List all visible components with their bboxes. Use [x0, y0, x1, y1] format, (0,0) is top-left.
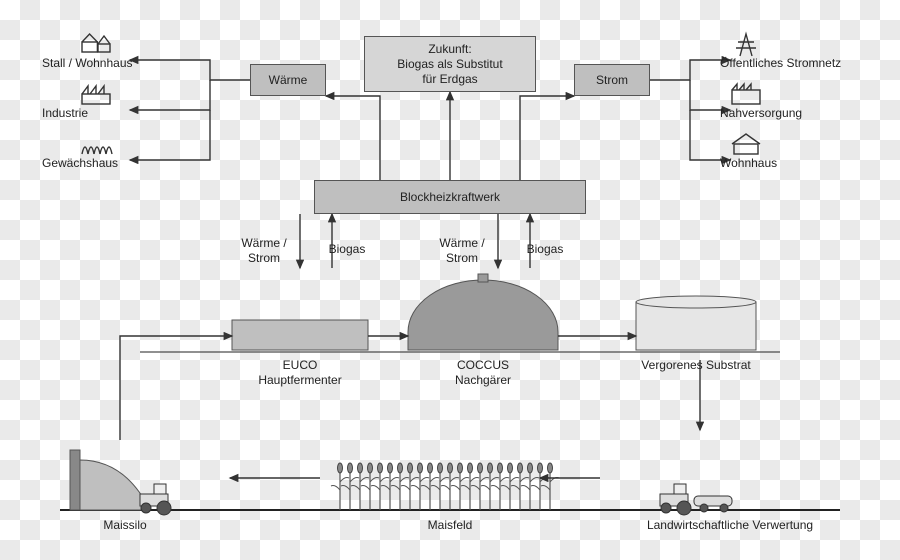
maisfeld-label: Maisfeld	[340, 518, 560, 533]
consumer-gewaechs-label: Gewächshaus	[42, 156, 172, 171]
maissilo-label: Maissilo	[70, 518, 180, 533]
strom-box: Strom	[574, 64, 650, 96]
zukunft-box: Zukunft: Biogas als Substitut für Erdgas	[364, 36, 536, 92]
bhkw-box: Blockheizkraftwerk	[314, 180, 586, 214]
consumer-stall-label: Stall / Wohnhaus	[42, 56, 172, 71]
exchange-right-biogas: Biogas	[520, 242, 570, 257]
consumer-nahv-label: Nahversorgung	[720, 106, 880, 121]
verwertung-label: Landwirtschaftliche Verwertung	[610, 518, 850, 533]
unit-coccus-label: COCCUS Nachgärer	[398, 358, 568, 388]
consumer-netz-label: Öffentliches Stromnetz	[720, 56, 880, 71]
unit-euco-label: EUCO Hauptfermenter	[222, 358, 378, 388]
consumer-industrie-label: Industrie	[42, 106, 172, 121]
exchange-right-warm: Wärme / Strom	[432, 236, 492, 266]
unit-verg-label: Vergorenes Substrat	[626, 358, 766, 373]
exchange-left-warm: Wärme / Strom	[234, 236, 294, 266]
exchange-left-biogas: Biogas	[322, 242, 372, 257]
consumer-wohn-label: Wohnhaus	[720, 156, 880, 171]
waerme-box: Wärme	[250, 64, 326, 96]
